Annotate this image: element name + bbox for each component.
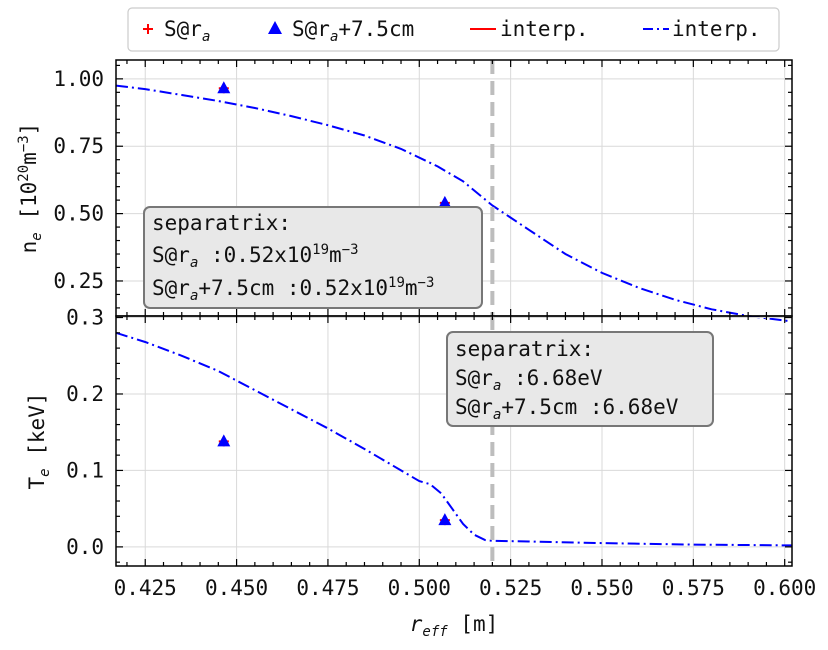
x-tick-label: 0.550	[570, 576, 633, 600]
annotation-box	[446, 331, 714, 427]
legend-marker-plus	[143, 24, 153, 34]
annotation-text: +7.5cm :0.52x10	[198, 276, 388, 300]
annotation-line-1: S@ra :0.52x1019m−3	[152, 242, 359, 271]
annotation-text: S@r	[152, 243, 190, 267]
x-tick-label: 0.575	[662, 576, 725, 600]
y-tick-label: 1.00	[53, 67, 104, 91]
xlabel-text: [m]	[448, 612, 499, 636]
ylabel-text: n	[17, 241, 41, 254]
annotation-temperature: separatrix: S@ra :6.68eV S@ra+7.5cm :6.6…	[446, 331, 714, 427]
annotation-title: separatrix:	[455, 337, 594, 361]
annotation-sub: a	[190, 255, 198, 271]
panel-temperature: 0.0 0.1 0.2 0.3 0.425 0.450 0.475 0.500 0.525 0.5…	[25, 306, 816, 640]
annotation-text: :6.68eV	[501, 366, 603, 390]
annotation-text: :0.52x10	[198, 243, 312, 267]
x-tick-label: 0.425	[114, 576, 177, 600]
data-point-triangle	[438, 513, 452, 526]
annotation-sub: a	[190, 288, 198, 304]
annotation-sub: a	[493, 407, 501, 423]
series-line-interp	[115, 84, 793, 323]
ylabel-sup: 20	[16, 165, 32, 182]
x-tick-label: 0.600	[753, 576, 816, 600]
ylabel-text: T	[25, 476, 49, 489]
annotation-text: m	[405, 276, 418, 300]
legend-label: interp.	[500, 17, 589, 41]
annotation-text: +7.5cm :6.68eV	[501, 395, 678, 419]
annotation-sub: a	[493, 378, 501, 394]
annotation-text: S@r	[455, 366, 493, 390]
legend-label: S@ra+7.5cm	[292, 17, 414, 45]
xlabel-text: r	[410, 612, 423, 636]
annotation-line-2: S@ra+7.5cm :0.52x1019m−3	[152, 275, 434, 304]
annotation-sup: −3	[342, 242, 359, 258]
y-tick-label: 0.0	[66, 535, 104, 559]
panel-bottom-frame	[115, 315, 793, 567]
legend-label: S@ra	[164, 17, 210, 45]
ylabel-sup: −3	[16, 135, 32, 152]
x-tick-label: 0.500	[388, 576, 451, 600]
x-tick-label: 0.475	[296, 576, 359, 600]
legend-item-2: S@ra+7.5cm	[268, 17, 414, 45]
legend-item-1: S@ra	[143, 17, 210, 45]
data-point-triangle	[217, 434, 231, 447]
annotation-line-1: S@ra :6.68eV	[455, 366, 603, 394]
data-point-triangle	[438, 195, 452, 208]
y-tick-label: 0.3	[66, 306, 104, 330]
legend: S@ra S@ra+7.5cm interp. interp.	[127, 7, 780, 52]
ylabel-sub: e	[37, 468, 53, 476]
ylabel-text: m	[17, 152, 41, 165]
annotation-box	[143, 206, 483, 309]
annotation-sup: 19	[312, 242, 329, 258]
ylabel-text: [keV]	[25, 393, 49, 469]
annotation-density: separatrix: S@ra :0.52x1019m−3 S@ra+7.5c…	[143, 206, 483, 309]
x-tick-label: 0.525	[479, 576, 542, 600]
xlabel-sub: eff	[422, 624, 448, 640]
annotation-text: S@r	[152, 276, 190, 300]
annotation-line-2: S@ra+7.5cm :6.68eV	[455, 395, 679, 423]
annotation-sup: 19	[388, 275, 405, 291]
annotation-text: S@r	[455, 395, 493, 419]
legend-frame	[127, 7, 780, 52]
y-tick-label: 0.75	[53, 134, 104, 158]
ylabel-text: ]	[17, 123, 41, 136]
legend-item-4: interp.	[643, 17, 761, 41]
y-axis-label-density: ne [1020m−3]	[16, 123, 45, 254]
annotation-title: separatrix:	[152, 211, 291, 235]
x-axis-label: reff [m]	[410, 612, 499, 640]
legend-item-3: interp.	[470, 17, 589, 41]
annotation-text: m	[329, 243, 342, 267]
annotation-sup: −3	[418, 275, 435, 291]
data-point-triangle	[217, 81, 231, 94]
ylabel-sub: e	[29, 232, 45, 240]
legend-marker-triangle	[268, 21, 282, 34]
legend-label: interp.	[672, 17, 761, 41]
panel-density: 0.250.500.751.00 separatrix: S@ra :0.52x…	[16, 59, 793, 323]
y-tick-label: 0.1	[66, 458, 104, 482]
ylabel-text: [10	[17, 182, 41, 233]
y-axis-label-temperature: Te [keV]	[25, 393, 53, 490]
y-tick-label: 0.2	[66, 382, 104, 406]
y-tick-label: 0.50	[53, 202, 104, 226]
y-tick-label: 0.25	[53, 269, 104, 293]
x-tick-label: 0.450	[205, 576, 268, 600]
